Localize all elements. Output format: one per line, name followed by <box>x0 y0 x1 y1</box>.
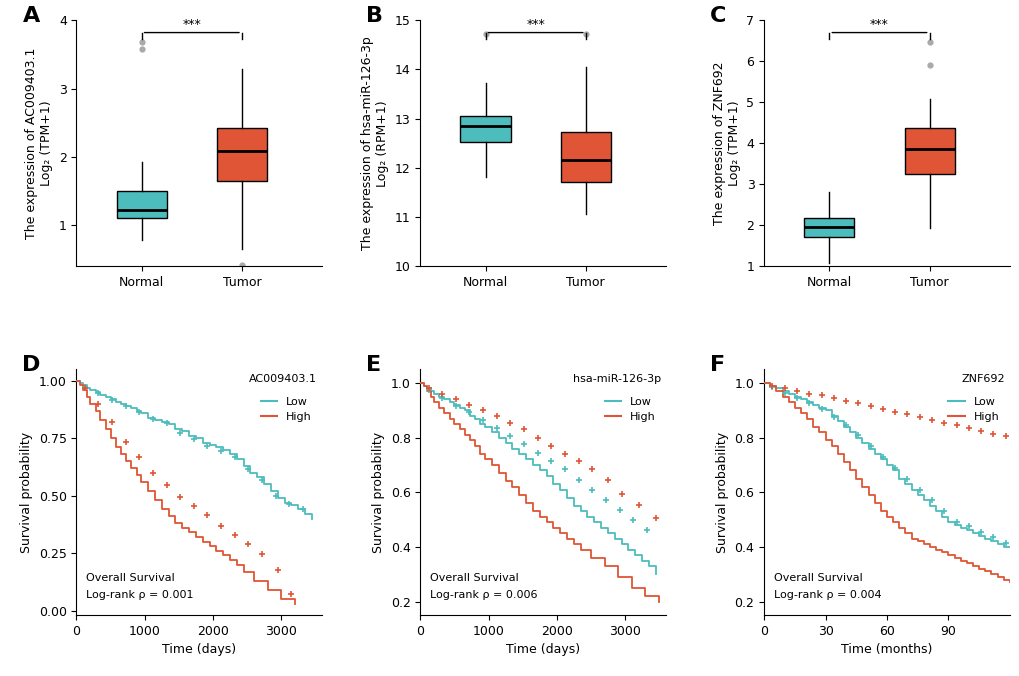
Text: A: A <box>22 5 40 26</box>
Text: C: C <box>709 5 726 26</box>
PathPatch shape <box>116 191 166 218</box>
Text: ***: *** <box>526 18 544 31</box>
PathPatch shape <box>460 116 511 142</box>
Text: B: B <box>366 5 383 26</box>
Y-axis label: The expression of AC009403.1
Log₂ (TPM+1): The expression of AC009403.1 Log₂ (TPM+1… <box>25 47 53 239</box>
Y-axis label: Survival probability: Survival probability <box>372 432 385 553</box>
Y-axis label: The expression of ZNF692
Log₂ (TPM+1): The expression of ZNF692 Log₂ (TPM+1) <box>712 62 740 225</box>
PathPatch shape <box>217 128 267 180</box>
Text: Log-rank ρ = 0.001: Log-rank ρ = 0.001 <box>87 590 194 600</box>
X-axis label: Time (months): Time (months) <box>841 644 931 656</box>
Text: ***: *** <box>869 18 888 31</box>
Text: ZNF692: ZNF692 <box>960 375 1004 384</box>
Y-axis label: The expression of hsa-miR-126-3p
Log₂ (RPM+1): The expression of hsa-miR-126-3p Log₂ (R… <box>361 37 389 250</box>
Legend: Low, High: Low, High <box>599 392 659 427</box>
PathPatch shape <box>804 218 854 237</box>
Text: Log-rank ρ = 0.004: Log-rank ρ = 0.004 <box>773 590 880 600</box>
Text: Overall Survival: Overall Survival <box>430 573 519 583</box>
X-axis label: Time (days): Time (days) <box>505 644 580 656</box>
Text: hsa-miR-126-3p: hsa-miR-126-3p <box>573 375 660 384</box>
Text: D: D <box>22 355 41 375</box>
PathPatch shape <box>904 128 954 174</box>
Text: Overall Survival: Overall Survival <box>87 573 175 583</box>
Text: AC009403.1: AC009403.1 <box>249 375 317 384</box>
Legend: Low, High: Low, High <box>256 392 316 427</box>
Text: ***: *** <box>182 18 201 31</box>
Text: Log-rank ρ = 0.006: Log-rank ρ = 0.006 <box>430 590 537 600</box>
X-axis label: Time (days): Time (days) <box>162 644 236 656</box>
Y-axis label: Survival probability: Survival probability <box>20 432 34 553</box>
Text: F: F <box>709 355 725 375</box>
PathPatch shape <box>560 132 610 182</box>
Y-axis label: Survival probability: Survival probability <box>715 432 729 553</box>
Text: Overall Survival: Overall Survival <box>773 573 862 583</box>
Text: E: E <box>366 355 381 375</box>
Legend: Low, High: Low, High <box>944 392 1004 427</box>
